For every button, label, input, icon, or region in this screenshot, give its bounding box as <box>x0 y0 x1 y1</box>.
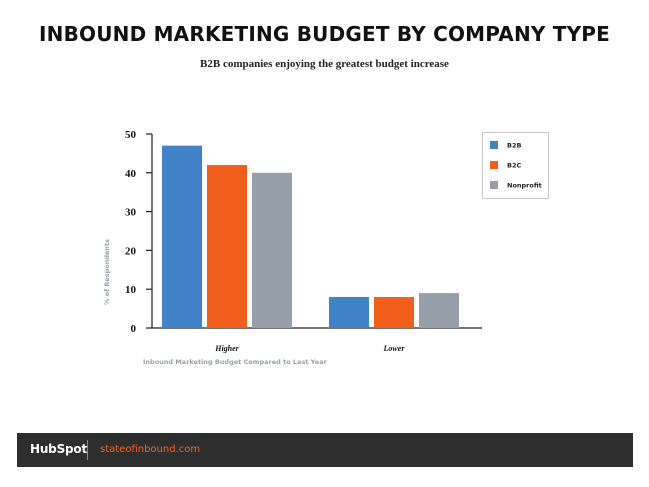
y-tick-label: 20 <box>125 245 137 257</box>
legend-swatch-b2c <box>490 161 498 169</box>
y-tick-label: 30 <box>125 207 137 219</box>
footer-link[interactable]: stateofinbound.com <box>100 444 201 455</box>
bar-nonprofit-higher <box>252 172 292 328</box>
bar-b2b-higher <box>162 145 202 328</box>
legend-swatch-nonprofit <box>490 181 498 189</box>
legend-label-b2b: B2B <box>507 142 521 150</box>
legend-label-nonprofit: Nonprofit <box>507 182 542 190</box>
legend-label-b2c: B2C <box>507 162 521 170</box>
chart-subtitle: B2B companies enjoying the greatest budg… <box>200 58 449 70</box>
legend-swatch-b2b <box>490 141 498 149</box>
y-tick-label: 10 <box>125 284 137 296</box>
bar-nonprofit-lower <box>419 293 459 328</box>
bar-b2c-lower <box>374 296 414 328</box>
bar-chart: 0 10 20 30 40 50 % of Respondents Higher Lower In… <box>103 129 549 366</box>
y-tick-label: 0 <box>131 323 137 335</box>
hubspot-logo: HubSpot <box>30 442 87 456</box>
x-tick-label: Lower <box>383 344 406 353</box>
bar-b2c-higher <box>207 165 247 328</box>
y-axis-label: % of Respondents <box>103 239 111 305</box>
chart-title: INBOUND MARKETING BUDGET BY COMPANY TYPE <box>39 22 610 46</box>
x-tick-label: Higher <box>214 344 239 353</box>
footer-bar: HubSpot stateofinbound.com <box>17 433 633 467</box>
bar-b2b-lower <box>329 296 369 328</box>
footer-divider <box>87 440 88 460</box>
y-tick-label: 40 <box>125 168 137 180</box>
y-tick-label: 50 <box>125 129 137 141</box>
x-axis-label: Inbound Marketing Budget Compared to Las… <box>143 358 328 366</box>
